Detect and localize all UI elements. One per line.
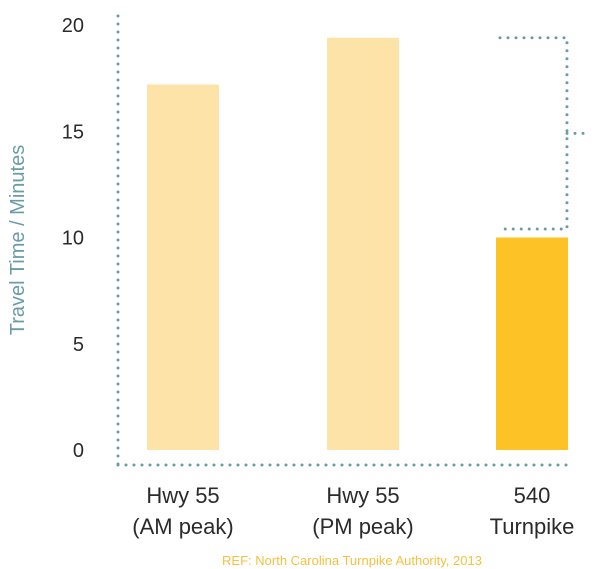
x-tick-label: Turnpike <box>490 514 575 539</box>
y-tick-label: 0 <box>73 440 84 462</box>
bar <box>147 84 219 450</box>
bar <box>327 37 399 450</box>
x-tick-label: Hwy 55 <box>146 483 219 508</box>
x-tick-label: (PM peak) <box>312 514 413 539</box>
bars <box>147 37 568 450</box>
axes <box>116 14 576 467</box>
y-tick-label: 10 <box>62 228 84 250</box>
source-note: REF: North Carolina Turnpike Authority, … <box>222 553 482 568</box>
y-tick-label: 15 <box>62 121 84 143</box>
x-axis-ticks: Hwy 55 (AM peak) Hwy 55 (PM peak) 540 Turnpik… <box>132 483 574 539</box>
y-tick-label: 5 <box>73 334 84 356</box>
y-axis-ticks: 0 5 10 15 20 <box>62 15 84 462</box>
bar <box>496 237 568 450</box>
y-tick-label: 20 <box>62 15 84 37</box>
comparison-bracket <box>498 36 590 231</box>
bracket-line <box>498 36 569 231</box>
x-tick-label: 540 <box>514 483 551 508</box>
x-tick-label: (AM peak) <box>132 514 233 539</box>
x-tick-label: Hwy 55 <box>326 483 399 508</box>
y-axis-label: Travel Time / Minutes <box>7 145 29 335</box>
